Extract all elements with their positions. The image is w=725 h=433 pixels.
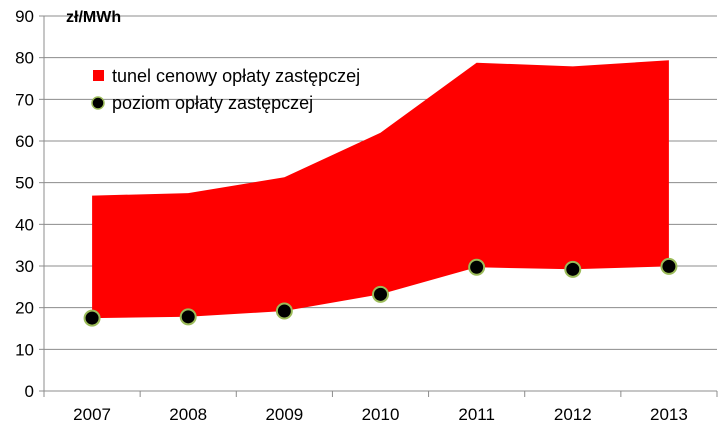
- fee-level-point: [275, 302, 293, 320]
- y-tick-label: 10: [15, 340, 34, 359]
- x-tick-label: 2012: [554, 405, 592, 424]
- unit-label: zł/MWh: [66, 9, 121, 26]
- x-tick-label: 2010: [362, 405, 400, 424]
- x-tick-label: 2013: [650, 405, 688, 424]
- fee-level-point: [564, 260, 582, 278]
- price-corridor-area: [92, 60, 669, 319]
- legend-label-band: tunel cenowy opłaty zastępczej: [112, 66, 360, 86]
- fee-level-point: [468, 258, 486, 276]
- legend: tunel cenowy opłaty zastępczej poziom op…: [91, 66, 360, 113]
- fee-level-point: [660, 257, 678, 275]
- y-tick-label: 20: [15, 299, 34, 318]
- fee-level-point: [83, 309, 101, 327]
- fee-level-point: [179, 308, 197, 326]
- y-tick-label: 0: [25, 382, 34, 401]
- price-corridor-band: [92, 60, 669, 319]
- x-tick-labels: 2007 2008 2009 2010 2011 2012 2013: [73, 405, 688, 424]
- fee-level-points: [83, 257, 678, 327]
- y-tick-label: 80: [15, 49, 34, 68]
- fee-level-point: [372, 285, 389, 303]
- x-tick-label: 2009: [265, 405, 303, 424]
- y-tick-labels: 0 10 20 30 40 50 60 70 80 90: [15, 7, 34, 401]
- x-tick-label: 2008: [169, 405, 207, 424]
- y-tick-label: 50: [15, 174, 34, 193]
- y-tick-label: 90: [15, 7, 34, 26]
- legend-marker-points: [91, 96, 105, 110]
- axes: [39, 15, 718, 397]
- legend-swatch-band: [93, 70, 104, 81]
- y-tick-label: 70: [15, 90, 34, 109]
- x-tick-label: 2011: [458, 405, 495, 424]
- y-tick-label: 40: [15, 215, 34, 234]
- x-tick-label: 2007: [73, 405, 111, 424]
- y-tick-label: 60: [15, 132, 34, 151]
- y-tick-label: 30: [15, 257, 34, 276]
- legend-label-points: poziom opłaty zastępczej: [112, 93, 313, 113]
